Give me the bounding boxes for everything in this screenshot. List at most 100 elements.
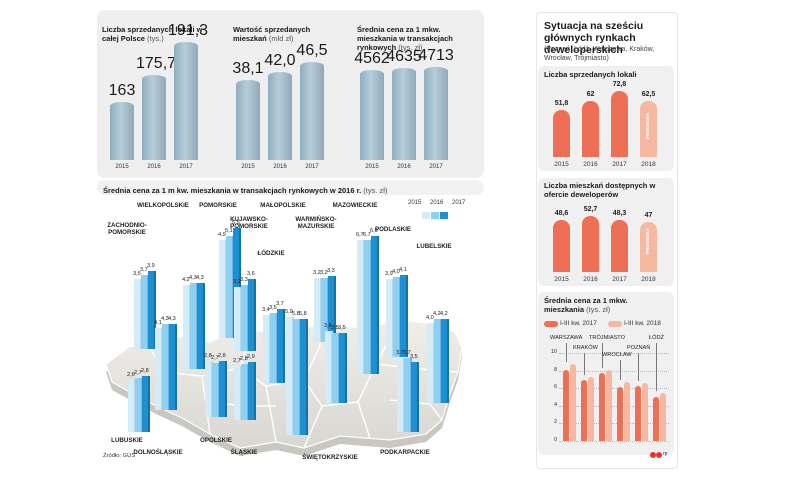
- map-bar-4-2: [219, 361, 225, 417]
- map-bar-label-2-2: 4,3: [168, 316, 176, 322]
- logo-dot-1: [650, 452, 656, 458]
- chart3-title: Średnia cena za 1 mkw. mieszkania w tran…: [357, 25, 453, 52]
- map-bar-6-1: [241, 285, 247, 351]
- price-bar-2017-2: [599, 373, 605, 441]
- sold-year-0: 2015: [554, 161, 569, 168]
- price-grid-4: [559, 370, 669, 372]
- map-bar-label-14-2: 3,5: [410, 354, 418, 360]
- region-name-11: ŚWIĘTOKRZYSKIE: [302, 454, 358, 461]
- map-bar-11-0: [325, 331, 331, 403]
- region-name-13: PODLASKIE: [374, 226, 412, 233]
- top-value-1-1: 42,0: [264, 51, 296, 69]
- price-grid-5: [559, 353, 669, 354]
- chart1-title: Liczba sprzedanych lokali w całej Polsce…: [102, 25, 203, 43]
- price-bar-2018-0: [570, 363, 576, 441]
- sold-value-1: 62: [586, 91, 595, 99]
- map-bar-label-10-1: 3,2: [320, 270, 328, 276]
- map-bar-10-0: [314, 278, 320, 342]
- map-bar-label-0-0: 2,6: [127, 372, 135, 378]
- offer-bar-3: [640, 221, 657, 272]
- map-bar-4-0: [205, 361, 211, 417]
- top-bar-0-1: [142, 75, 166, 160]
- map-bar-7-1: [241, 364, 247, 420]
- logo-dot-2: [656, 452, 662, 458]
- sold-value-3: 62,5: [641, 90, 656, 98]
- price-bar-2018-1: [588, 376, 594, 441]
- top-value-0-0: 163: [108, 82, 136, 99]
- map-bar-10-2: [328, 276, 334, 342]
- offer-bar-2: [611, 220, 628, 272]
- map-bar-15-1: [434, 319, 440, 403]
- price-city-label-1: KRAKÓW: [573, 345, 598, 351]
- top-year-2-1: 2016: [397, 164, 411, 170]
- price-ytick-2: 4: [553, 401, 557, 408]
- price-city-label-2: TRÓJMIASTO: [589, 335, 625, 341]
- price-grid-1: [559, 423, 669, 425]
- price-city-label-5: ŁÓDŹ: [649, 335, 664, 341]
- price-ytick-0: 0: [553, 437, 557, 443]
- map-bar-label-14-1: 3,7: [403, 350, 411, 356]
- map-bar-label-1-1: 3,7: [140, 267, 148, 273]
- map-bar-label-6-2: 3,6: [247, 271, 255, 277]
- region-name-1: ZACHODNIO-POMORSKIE: [107, 222, 147, 236]
- map-bar-label-4-0: 2,8: [204, 353, 212, 359]
- offer-year-0: 2015: [554, 276, 569, 283]
- map-bar-label-15-1: 4,2: [433, 311, 441, 317]
- map-bar-7-0: [234, 366, 240, 420]
- map-bar-12-2: [371, 236, 377, 374]
- top-year-1-1: 2016: [273, 164, 287, 170]
- panel-subtitle: (Poznań, Łódź, Warszawa, Kraków, Wrocław…: [544, 46, 655, 62]
- offer-value-2: 48,3: [612, 210, 627, 218]
- map-bar-8-2: [277, 309, 283, 383]
- top-value-0-2: 191,3: [168, 22, 209, 39]
- top-year-1-0: 2015: [241, 164, 255, 170]
- map-bar-label-9-0: 5,9: [285, 309, 293, 315]
- map-bar-9-1: [293, 319, 299, 435]
- chart2-title: Wartość sprzedanych mieszkań (mld zł): [233, 25, 311, 43]
- map-bar-5-0: [219, 240, 225, 338]
- price-city-line-2: [602, 343, 603, 368]
- map-legend: 2015 2016 2017: [408, 200, 474, 222]
- top-bar-2-2: [424, 66, 448, 160]
- map-bar-label-4-1: 2,7: [211, 355, 219, 361]
- price-bar-2018-5: [660, 393, 666, 441]
- map-bar-3-0: [183, 285, 189, 369]
- offer-bar-1: [582, 215, 599, 272]
- sold-value-2: 72,8: [612, 81, 627, 89]
- price-title: Średnia cena za 1 mkw. mieszkania (tys. …: [544, 296, 628, 314]
- top-value-2-1: 4635: [386, 48, 422, 66]
- map-bar-label-5-2: 5,5: [232, 220, 240, 226]
- region-name-10: WARMIŃSKO-MAZURSKIE: [295, 216, 337, 230]
- region-name-4: OPOLSKIE: [200, 437, 232, 444]
- legend-2018-label: I-III kw. 2018: [624, 320, 661, 327]
- map-bar-4-1: [212, 363, 218, 417]
- legend-swatch-2015: [422, 212, 430, 219]
- top-bar-0-0: [110, 102, 134, 160]
- top-bar-1-0: [236, 79, 260, 160]
- price-grid-3: [559, 388, 669, 390]
- map-bar-2-2: [169, 324, 175, 410]
- price-city-line-1: [584, 353, 585, 375]
- map-bar-0-0: [128, 380, 134, 432]
- price-bar-2017-3: [617, 387, 623, 441]
- map-bar-label-3-2: 4,3: [196, 275, 204, 281]
- map-bar-label-11-0: 3,6: [324, 323, 332, 329]
- top-year-2-0: 2015: [365, 164, 379, 170]
- top-value-0-1: 175,7: [136, 55, 177, 73]
- top-value-1-0: 38,1: [232, 59, 264, 77]
- region-name-0: LUBUSKIE: [111, 437, 143, 444]
- map-bar-1-1: [141, 275, 147, 349]
- price-city-line-0: [566, 343, 567, 362]
- map-bar-8-1: [270, 313, 276, 383]
- map-bar-label-0-1: 2,7: [134, 370, 142, 376]
- map-bar-9-0: [286, 317, 292, 435]
- sold-bar-2: [611, 91, 628, 157]
- offer-year-1: 2016: [583, 276, 598, 283]
- sold-bar-1: [582, 101, 599, 157]
- price-bar-2018-3: [624, 382, 630, 441]
- map-bar-14-1: [404, 358, 410, 432]
- map-bar-1-2: [148, 271, 154, 349]
- map-bar-13-1: [393, 277, 399, 357]
- map-bar-15-0: [427, 323, 433, 403]
- map-bar-14-2: [411, 362, 417, 432]
